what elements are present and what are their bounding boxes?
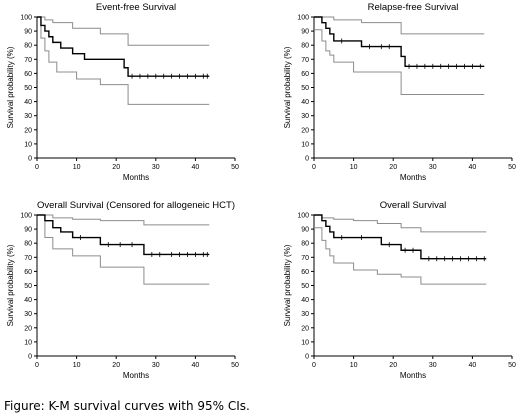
y-tick-label: 70 [24,255,32,262]
x-tick-label: 10 [350,362,358,369]
ci-upper-line [37,214,210,226]
x-tick-label: 20 [112,362,120,369]
y-tick-label: 40 [301,99,309,106]
km-estimate-line [37,214,210,256]
km-estimate-line [314,16,485,68]
chart-title: Overall Survival (Censored for allogenei… [37,200,235,211]
y-tick-label: 40 [24,297,32,304]
chart-title: Overall Survival [380,200,447,211]
km-panel-2: 0 10 20 30 40 50 0 10 20 30 40 50 60 70 80 90 100 Relapse… [283,2,516,182]
y-tick-label: 20 [301,127,309,134]
y-tick-label: 60 [24,269,32,276]
y-tick-label: 100 [297,15,309,22]
y-tick-label: 100 [297,213,309,220]
y-tick-label: 70 [301,57,309,64]
y-tick-label: 50 [301,283,309,290]
x-tick-label: 40 [192,164,200,171]
x-axis-label: Months [400,371,426,380]
y-tick-label: 80 [24,43,32,50]
y-tick-label: 50 [301,85,309,92]
x-axis-label: Months [400,173,426,182]
x-tick-label: 30 [152,362,160,369]
y-tick-label: 20 [24,127,32,134]
y-tick-label: 40 [301,297,309,304]
ci-upper-line [314,16,485,35]
y-tick-label: 70 [301,255,309,262]
y-tick-label: 80 [301,241,309,248]
ci-lower-line [37,16,210,105]
y-tick-label: 30 [301,311,309,318]
y-tick-label: 90 [24,29,32,36]
ci-upper-line [314,214,487,233]
y-axis-label: Survival probability (%) [6,46,15,128]
x-tick-label: 50 [231,362,239,369]
km-panel-4: 0 10 20 30 40 50 0 10 20 30 40 50 60 70 80 90 100 Overall… [283,200,516,380]
y-tick-label: 20 [24,325,32,332]
chart-title: Event-free Survival [96,2,176,13]
x-tick-label: 0 [312,362,316,369]
x-tick-label: 0 [35,362,39,369]
y-tick-label: 90 [24,227,32,234]
x-tick-label: 30 [152,164,160,171]
y-tick-label: 30 [301,113,309,120]
y-tick-label: 10 [301,141,309,148]
y-tick-label: 0 [305,156,309,163]
y-tick-label: 100 [20,15,32,22]
x-tick-label: 50 [508,164,516,171]
y-tick-label: 30 [24,113,32,120]
km-estimate-line [314,214,487,260]
x-tick-label: 30 [429,164,437,171]
y-tick-label: 50 [24,85,32,92]
x-axis-label: Months [123,173,149,182]
x-tick-label: 20 [389,164,397,171]
x-tick-label: 20 [389,362,397,369]
y-tick-label: 70 [24,57,32,64]
y-tick-label: 60 [301,71,309,78]
x-axis-label: Months [123,371,149,380]
y-tick-label: 10 [24,141,32,148]
x-tick-label: 50 [508,362,516,369]
x-tick-label: 40 [469,362,477,369]
figure-caption: Figure: K-M survival curves with 95% CIs… [4,399,250,413]
y-tick-label: 40 [24,99,32,106]
y-tick-label: 0 [28,156,32,163]
x-tick-label: 0 [35,164,39,171]
km-panel-3: 0 10 20 30 40 50 0 10 20 30 40 50 60 70 80 90 100 Overall… [6,200,239,380]
x-tick-label: 20 [112,164,120,171]
y-tick-label: 80 [301,43,309,50]
y-tick-label: 0 [28,354,32,361]
y-tick-label: 10 [24,339,32,346]
y-axis-label: Survival probability (%) [283,46,292,128]
y-tick-label: 100 [20,213,32,220]
x-tick-label: 10 [73,164,81,171]
y-tick-label: 0 [305,354,309,361]
y-tick-label: 60 [301,269,309,276]
x-tick-label: 10 [73,362,81,369]
y-tick-label: 50 [24,283,32,290]
chart-title: Relapse-free Survival [368,2,459,13]
x-tick-label: 40 [469,164,477,171]
ci-lower-line [314,227,487,285]
y-axis-label: Survival probability (%) [283,244,292,326]
ci-lower-line [37,214,210,285]
y-axis-label: Survival probability (%) [6,244,15,326]
y-tick-label: 30 [24,311,32,318]
x-tick-label: 0 [312,164,316,171]
y-tick-label: 60 [24,71,32,78]
y-tick-label: 90 [301,227,309,234]
y-tick-label: 80 [24,241,32,248]
x-tick-label: 40 [192,362,200,369]
y-tick-label: 90 [301,29,309,36]
km-panel-1: 0 10 20 30 40 50 0 10 20 30 40 50 60 70 80 90 100 Event-f… [6,2,239,182]
y-tick-label: 20 [301,325,309,332]
y-tick-label: 10 [301,339,309,346]
km-estimate-line [37,16,210,77]
ci-lower-line [314,29,485,96]
x-tick-label: 50 [231,164,239,171]
x-tick-label: 30 [429,362,437,369]
ci-upper-line [37,16,210,46]
x-tick-label: 10 [350,164,358,171]
